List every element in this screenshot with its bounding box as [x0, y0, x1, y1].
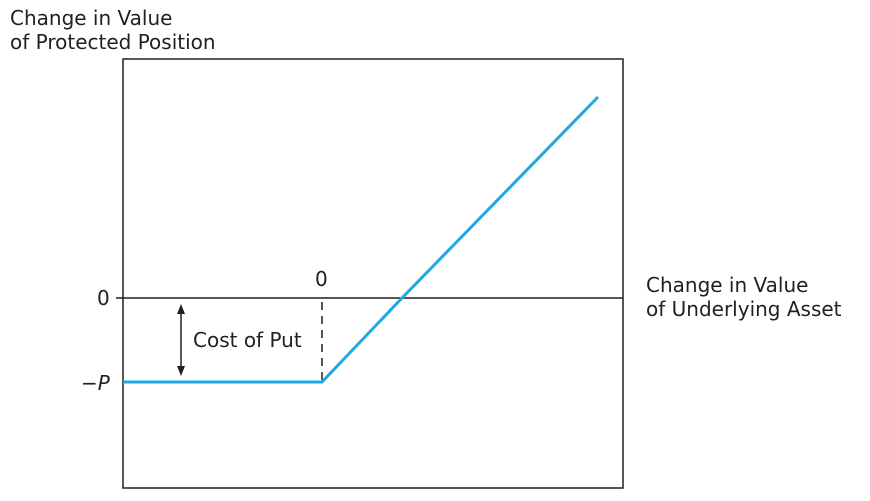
x-tick-label-zero: 0 [315, 267, 328, 291]
cost-arrow-head-down [177, 366, 185, 376]
cost-arrow-head-up [177, 304, 185, 314]
y-tick-label-zero: 0 [97, 286, 110, 310]
y-tick-label-premium: −P [81, 371, 111, 395]
premium-minus-sign: − [81, 371, 98, 395]
x-axis-label-line-2: of Underlying Asset [646, 297, 842, 321]
x-axis-label-line-1: Change in Value [646, 273, 809, 297]
y-axis-label: Change in Value of Protected Position [10, 6, 216, 54]
cost-of-put-arrow [177, 304, 185, 376]
x-axis-label: Change in Value of Underlying Asset [646, 273, 842, 321]
premium-symbol: P [98, 371, 111, 395]
plot-frame [122, 58, 624, 489]
y-axis-label-line-2: of Protected Position [10, 30, 216, 54]
protected-position-payoff-line [123, 95, 600, 384]
y-axis-label-line-1: Change in Value [10, 6, 173, 30]
cost-of-put-label: Cost of Put [193, 328, 302, 352]
